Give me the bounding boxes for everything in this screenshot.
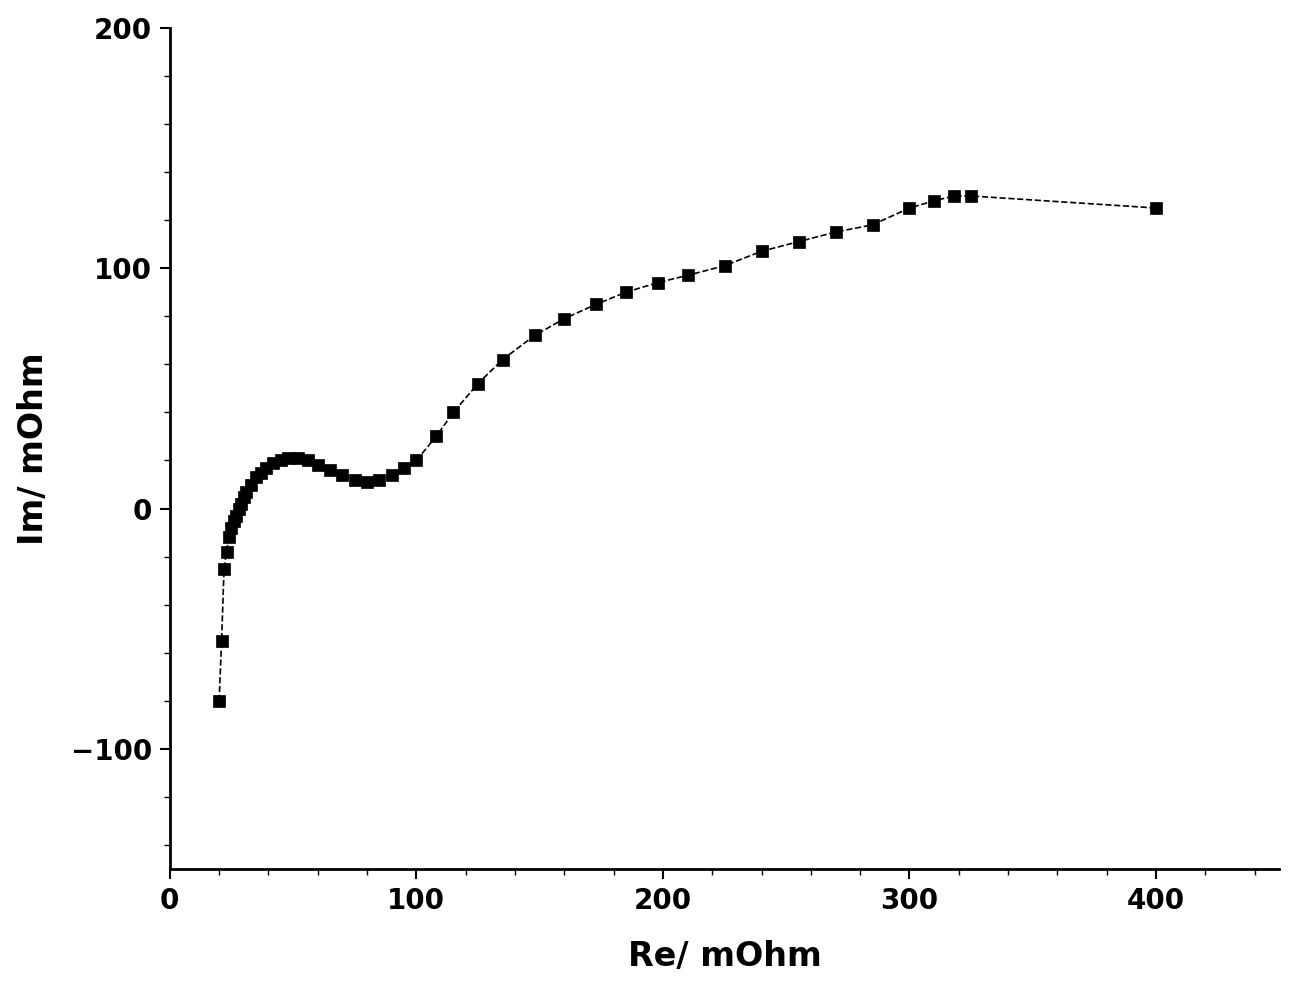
X-axis label: Re/ mOhm: Re/ mOhm bbox=[627, 940, 822, 973]
Y-axis label: Im/ mOhm: Im/ mOhm bbox=[17, 352, 49, 544]
